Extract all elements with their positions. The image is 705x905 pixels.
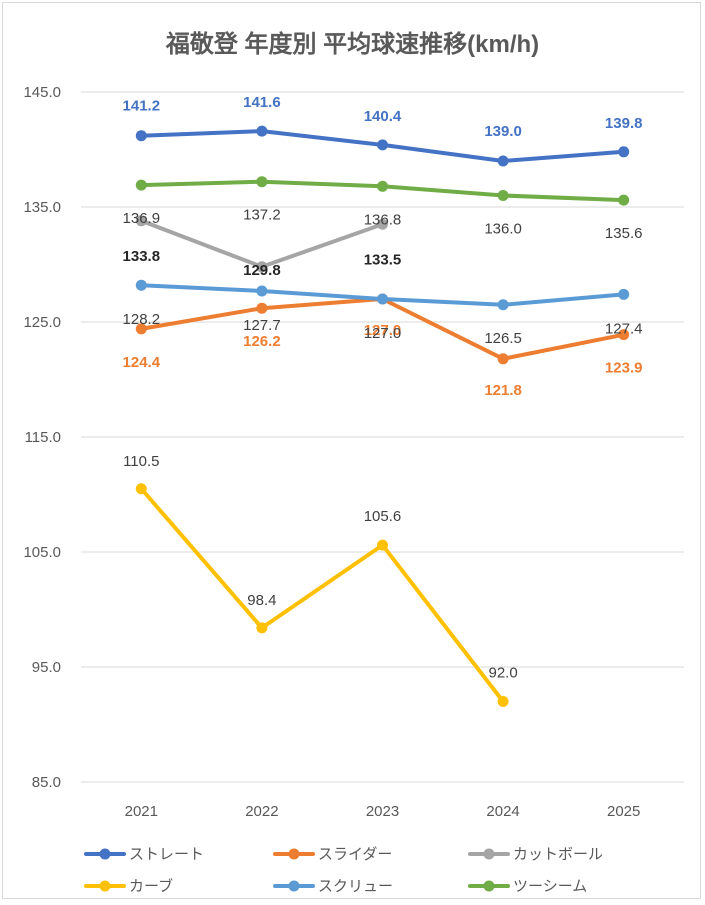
data-label: 126.5 (484, 330, 522, 347)
data-point (377, 539, 388, 551)
data-label: 141.2 (123, 98, 161, 115)
data-point (497, 155, 509, 167)
data-label: 136.9 (123, 210, 161, 227)
series-3 (135, 215, 388, 273)
data-label: 127.7 (243, 317, 281, 334)
data-point (497, 299, 509, 311)
x-tick-label: 2024 (486, 803, 519, 820)
data-label: 126.2 (243, 333, 281, 350)
data-point (135, 215, 147, 227)
data-label: 127.4 (605, 320, 643, 337)
data-label: 141.6 (243, 94, 281, 111)
data-label: 139.8 (605, 115, 643, 132)
legend-label: スクリュー (318, 878, 393, 895)
data-point (135, 179, 147, 191)
data-point (256, 622, 268, 634)
legend-item: カットボール (468, 846, 603, 863)
legend-item: カーブ (84, 877, 173, 895)
series-lines (135, 125, 630, 707)
series-line (139, 218, 385, 269)
legend-item: スクリュー (273, 878, 393, 895)
data-point (497, 190, 509, 201)
data-label: 98.4 (247, 592, 276, 609)
data-label: 124.4 (123, 354, 161, 371)
legend-label: カットボール (513, 846, 603, 863)
legend-swatch-marker (483, 880, 495, 892)
gridlines (81, 91, 684, 783)
legend-item: ストレート (84, 846, 204, 863)
data-label: 136.0 (484, 221, 522, 238)
data-label: 136.8 (364, 211, 402, 228)
data-point (256, 176, 268, 188)
data-label: 135.6 (605, 225, 643, 242)
data-point (618, 288, 630, 300)
series-5 (135, 279, 630, 311)
data-label: 110.5 (123, 453, 159, 470)
legend-swatch-marker (288, 880, 300, 892)
data-point (618, 146, 630, 158)
data-label: 129.8 (243, 262, 281, 279)
data-point (135, 323, 147, 335)
data-point (256, 125, 268, 137)
data-point (618, 329, 630, 341)
x-tick-label: 2022 (245, 803, 278, 820)
legend-swatch-marker (99, 848, 111, 860)
data-label: 121.8 (484, 382, 522, 399)
data-point (377, 139, 388, 151)
legend-label: スライダー (318, 846, 392, 863)
data-label: 133.8 (123, 248, 161, 265)
data-point (135, 279, 147, 291)
data-point (377, 293, 388, 305)
legend-item: ツーシーム (468, 878, 587, 895)
data-label: 123.9 (605, 360, 643, 377)
data-point (256, 302, 268, 314)
data-label: 127.0 (364, 322, 402, 339)
series-1 (135, 125, 630, 167)
axis-labels: 145.0 135.0 125.0 115.0 105.0 95.0 85.0 2021 202… (23, 84, 640, 820)
legend-item: スライダー (273, 846, 392, 863)
data-label: 139.0 (484, 123, 522, 140)
data-point (135, 483, 147, 495)
data-label: 128.2 (123, 311, 161, 328)
data-label: 133.5 (364, 251, 402, 268)
data-point (256, 285, 268, 297)
data-point (256, 261, 268, 273)
line-chart: 福敬登 年度別 平均球速推移(km/h) 145.0 135.0 125.0 115.… (23, 30, 684, 895)
data-label: 127.0 (364, 325, 402, 342)
legend-label: ストレート (129, 846, 204, 863)
data-label: 140.4 (364, 108, 402, 125)
y-tick-label: 135.0 (23, 199, 61, 216)
y-tick-label: 125.0 (23, 314, 61, 331)
chart-title: 福敬登 年度別 平均球速推移(km/h) (165, 30, 539, 58)
data-point (135, 130, 147, 142)
series-6 (135, 176, 630, 206)
data-point (618, 194, 630, 206)
x-tick-label: 2025 (607, 803, 640, 820)
y-tick-label: 105.0 (23, 544, 61, 561)
x-tick-label: 2021 (125, 803, 158, 820)
data-point (497, 696, 509, 707)
legend-label: カーブ (129, 877, 173, 895)
data-label: 92.0 (488, 665, 517, 682)
data-label: 137.2 (243, 207, 281, 224)
x-tick-label: 2023 (366, 803, 399, 820)
legend-swatch-marker (483, 848, 495, 860)
data-labels: 141.2 141.6 140.4 139.0 139.8 124.4 126.2 127.0… (123, 94, 643, 681)
series-line (139, 486, 506, 704)
legend-swatch-marker (288, 848, 300, 860)
data-point (377, 180, 388, 192)
y-tick-label: 85.0 (32, 774, 61, 791)
legend-label: ツーシーム (513, 878, 587, 895)
y-tick-label: 115.0 (25, 429, 61, 446)
series-4 (135, 483, 509, 707)
data-point (497, 353, 509, 365)
data-point (377, 218, 388, 230)
y-tick-label: 95.0 (32, 659, 61, 676)
data-label: 105.6 (364, 508, 402, 525)
legend-swatch-marker (99, 880, 111, 892)
y-tick-label: 145.0 (23, 84, 61, 101)
